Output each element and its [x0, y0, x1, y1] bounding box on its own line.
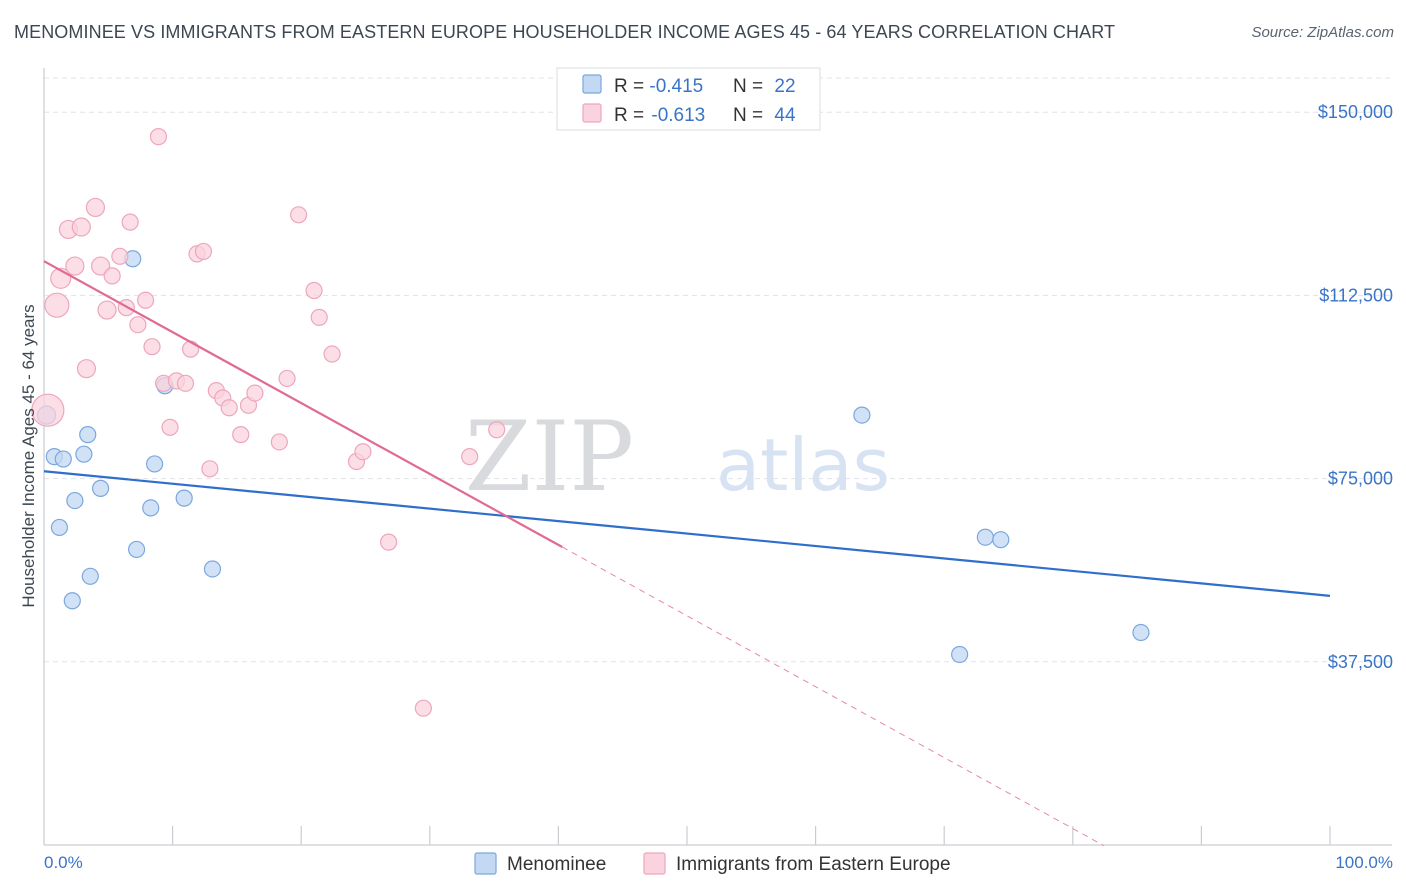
legend-label-eastern-europe[interactable]: Immigrants from Eastern Europe: [676, 854, 951, 875]
point-1-24: [194, 242, 213, 261]
point-1-28: [220, 399, 238, 417]
point-1-39: [354, 443, 372, 461]
scatter-points: [31, 128, 1150, 717]
point-0-18: [976, 528, 994, 546]
chart-title: MENOMINEE VS IMMIGRANTS FROM EASTERN EUR…: [14, 22, 1116, 42]
stats-r-label-menominee: R =: [614, 76, 649, 97]
y-tick-label-2: $112,500: [1319, 285, 1393, 305]
y-tick-label-3: $150,000: [1318, 102, 1393, 122]
stats-swatch-eastern-europe: [582, 103, 602, 123]
point-0-2: [54, 450, 72, 468]
svg-text:N = 44: N = 44: [733, 105, 796, 126]
point-1-0: [31, 393, 65, 427]
stats-legend: R = -0.415 N = 22 R = -0.613 N = 44: [556, 67, 821, 131]
bottom-legend: Menominee Immigrants from Eastern Europe: [474, 852, 951, 875]
point-0-12: [142, 499, 160, 517]
x-tick-label-max: 100.0%: [1335, 853, 1393, 872]
point-1-31: [246, 384, 264, 402]
y-tick-label-1: $75,000: [1328, 469, 1393, 489]
stats-n-value-menominee: 22: [774, 76, 795, 97]
watermark-atlas: atlas: [716, 423, 890, 507]
point-1-9: [97, 300, 117, 320]
legend-swatch-eastern-europe[interactable]: [643, 852, 666, 875]
stats-swatch-menominee: [582, 74, 602, 94]
y-axis-title: Householder Income Ages 45 - 64 years: [19, 304, 38, 607]
point-1-22: [182, 340, 200, 358]
svg-text:R = -0.613: R = -0.613: [614, 105, 705, 126]
point-1-7: [85, 197, 106, 218]
point-1-29: [232, 426, 250, 444]
point-1-42: [461, 448, 479, 466]
stats-r-label-eastern-europe: R =: [614, 105, 649, 126]
point-0-9: [63, 592, 81, 610]
axes: [43, 68, 1392, 846]
trend-extension-1: [562, 546, 1104, 846]
legend-label-menominee[interactable]: Menominee: [507, 854, 606, 875]
point-1-35: [305, 281, 323, 300]
point-1-5: [71, 217, 91, 237]
watermark: ZIP atlas: [465, 401, 890, 513]
x-tick-label-min: 0.0%: [44, 853, 83, 872]
point-0-21: [1132, 623, 1150, 642]
stats-n-label-eastern-europe: N =: [733, 105, 768, 126]
point-1-16: [143, 338, 161, 356]
point-0-19: [992, 531, 1010, 549]
stats-n-value-eastern-europe: 44: [774, 105, 796, 126]
point-1-11: [111, 247, 129, 265]
point-0-3: [50, 518, 69, 537]
point-1-25: [201, 460, 219, 478]
point-1-13: [121, 213, 139, 231]
point-1-8: [90, 256, 111, 276]
point-0-7: [91, 479, 110, 497]
point-0-6: [79, 426, 97, 444]
point-1-19: [161, 418, 179, 436]
point-0-8: [81, 567, 99, 585]
trend-lines: [43, 260, 1331, 846]
point-0-11: [127, 540, 146, 559]
point-0-13: [145, 455, 164, 473]
legend-swatch-menominee[interactable]: [474, 852, 497, 875]
stats-r-value-menominee: -0.415: [649, 76, 703, 97]
stats-n-label-menominee: N =: [733, 76, 768, 97]
point-1-36: [310, 308, 328, 326]
point-0-17: [853, 406, 871, 424]
point-1-15: [136, 291, 155, 309]
trend-line-0: [43, 470, 1331, 597]
point-0-5: [75, 445, 93, 463]
y-tick-label-0: $37,500: [1328, 652, 1393, 672]
point-1-17: [149, 128, 168, 146]
y-tick-labels: $37,500 $75,000 $112,500 $150,000: [1318, 102, 1393, 672]
point-1-1: [44, 292, 70, 318]
svg-text:R = -0.415: R = -0.415: [614, 76, 703, 97]
point-1-37: [323, 345, 341, 363]
series-0-points: [36, 250, 1150, 664]
point-1-41: [414, 699, 432, 717]
point-1-6: [76, 359, 97, 379]
point-0-16: [203, 560, 222, 578]
stats-r-value-eastern-europe: -0.613: [651, 105, 705, 126]
point-1-34: [290, 206, 308, 224]
point-1-4: [65, 256, 85, 276]
series-1-points: [31, 128, 506, 717]
trend-line-1: [43, 260, 563, 548]
point-1-33: [278, 369, 296, 388]
point-1-10: [103, 267, 121, 285]
point-0-20: [951, 645, 969, 664]
point-1-14: [129, 316, 147, 334]
chart-source: Source: ZipAtlas.com: [1251, 24, 1394, 41]
point-0-15: [175, 489, 193, 507]
point-0-4: [66, 491, 84, 510]
watermark-zip: ZIP: [465, 401, 634, 513]
point-1-32: [270, 433, 288, 451]
point-1-40: [380, 533, 398, 551]
point-1-43: [488, 421, 506, 439]
point-1-21: [176, 374, 195, 392]
gridlines: [44, 77, 1392, 663]
svg-text:N = 22: N = 22: [733, 76, 796, 97]
